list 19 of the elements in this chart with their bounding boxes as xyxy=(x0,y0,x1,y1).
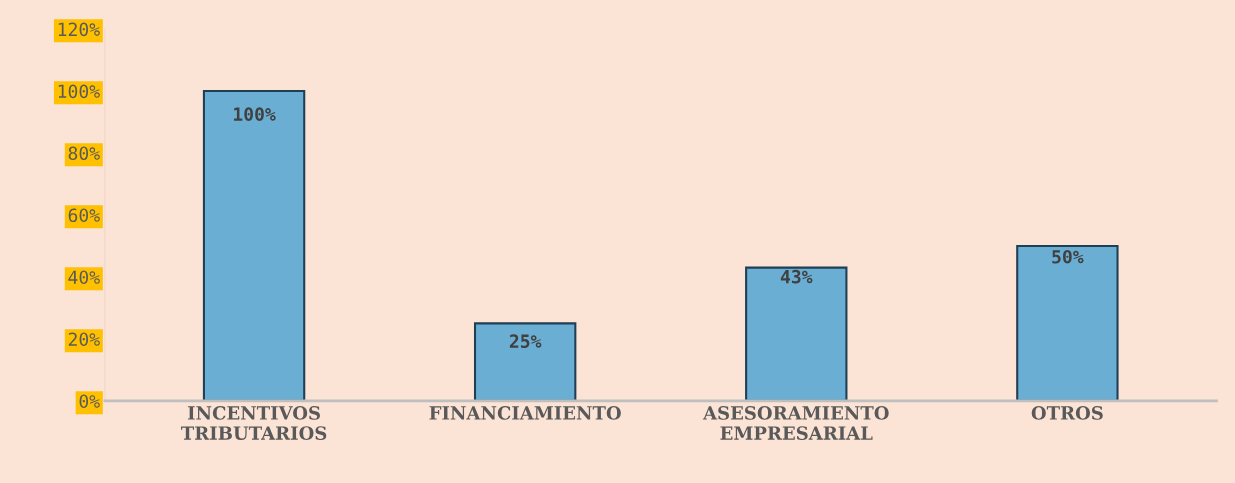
x-tick-label: INCENTIVOS TRIBUTARIOS xyxy=(181,406,327,440)
x-tick-label: FINANCIAMIENTO xyxy=(429,406,621,420)
data-label: 100% xyxy=(234,107,276,121)
y-tick-label: 120% xyxy=(58,22,100,37)
y-tick-label: 100% xyxy=(58,84,100,99)
data-label: 50% xyxy=(1052,249,1084,264)
data-label: 43% xyxy=(780,269,813,284)
y-tick-label: 0% xyxy=(79,394,100,409)
x-tick-label: OTROS xyxy=(1031,406,1103,420)
bar xyxy=(202,89,306,401)
bar xyxy=(745,266,848,401)
y-tick-label: 60% xyxy=(68,208,100,223)
y-tick-label: 80% xyxy=(68,146,100,161)
x-tick-label: ASESORAMIENTO EMPRESARIAL xyxy=(702,406,889,440)
y-tick-label: 20% xyxy=(68,332,100,347)
y-tick-label: 40% xyxy=(68,270,100,285)
bar xyxy=(473,322,577,401)
bar xyxy=(1016,244,1119,401)
data-label: 25% xyxy=(509,334,542,349)
